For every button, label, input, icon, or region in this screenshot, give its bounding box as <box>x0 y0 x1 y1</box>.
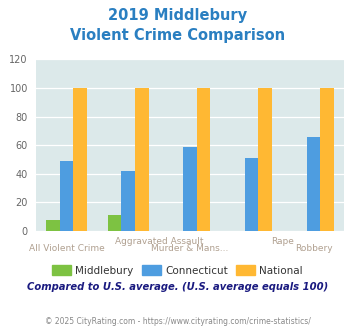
Bar <box>307 137 320 231</box>
Bar <box>46 219 60 231</box>
Bar <box>121 171 135 231</box>
Bar <box>258 88 272 231</box>
Legend: Middlebury, Connecticut, National: Middlebury, Connecticut, National <box>48 261 307 280</box>
Bar <box>60 161 73 231</box>
Text: © 2025 CityRating.com - https://www.cityrating.com/crime-statistics/: © 2025 CityRating.com - https://www.city… <box>45 317 310 326</box>
Text: Rape: Rape <box>271 237 294 246</box>
Text: Aggravated Assault: Aggravated Assault <box>115 237 203 246</box>
Text: All Violent Crime: All Violent Crime <box>28 244 104 253</box>
Bar <box>197 88 210 231</box>
Bar <box>320 88 334 231</box>
Text: Robbery: Robbery <box>295 244 332 253</box>
Text: Compared to U.S. average. (U.S. average equals 100): Compared to U.S. average. (U.S. average … <box>27 282 328 292</box>
Bar <box>135 88 148 231</box>
Bar <box>245 158 258 231</box>
Text: Violent Crime Comparison: Violent Crime Comparison <box>70 28 285 43</box>
Text: 2019 Middlebury: 2019 Middlebury <box>108 8 247 23</box>
Bar <box>73 88 87 231</box>
Text: Murder & Mans...: Murder & Mans... <box>151 244 229 253</box>
Bar <box>183 147 197 231</box>
Bar <box>108 215 121 231</box>
